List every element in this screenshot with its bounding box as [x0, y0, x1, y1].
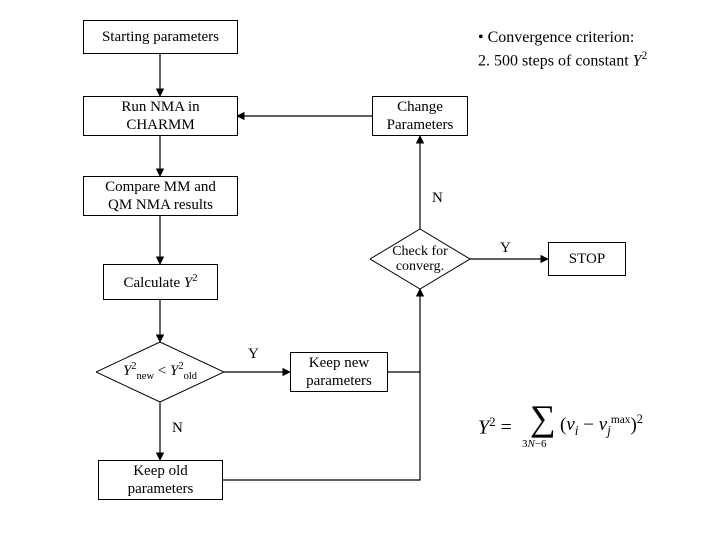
- node-calc-y2-label: Calculate Y2: [124, 273, 198, 292]
- formula-sum-sub: 3N−6: [522, 438, 547, 450]
- edge-label-conv-yes: Y: [500, 240, 511, 257]
- annotation-criterion-line1: • Convergence criterion:: [478, 28, 647, 49]
- node-change-par: Change Parameters: [372, 96, 468, 136]
- node-check-conv: Check for converg.: [370, 229, 470, 289]
- edge-label-y2-no: N: [172, 420, 183, 437]
- node-stop: STOP: [548, 242, 626, 276]
- node-keep-old: Keep old parameters: [98, 460, 223, 500]
- formula-lhs: Y2 =: [478, 414, 512, 440]
- node-start: Starting parameters: [83, 20, 238, 54]
- node-check-conv-label: Check for converg.: [370, 229, 470, 289]
- node-run-nma: Run NMA in CHARMM: [83, 96, 238, 136]
- formula-y2: Y2 = ∑ 3N−6 (vi − vjmax)2: [478, 398, 708, 458]
- node-calc-y2: Calculate Y2: [103, 264, 218, 300]
- edge-label-y2-yes: Y: [248, 346, 259, 363]
- node-keep-new: Keep new parameters: [290, 352, 388, 392]
- sigma-icon: ∑: [530, 400, 556, 436]
- node-y2-test-label: Y2new < Y2old: [123, 361, 197, 383]
- edge-label-conv-no: N: [432, 190, 443, 207]
- node-y2-test: Y2new < Y2old: [96, 342, 224, 402]
- annotation-criterion: • Convergence criterion: 2. 500 steps of…: [478, 28, 647, 72]
- annotation-criterion-line2: 2. 500 steps of constant Y2: [478, 49, 647, 72]
- formula-term: (vi − vjmax)2: [560, 412, 643, 439]
- node-compare: Compare MM and QM NMA results: [83, 176, 238, 216]
